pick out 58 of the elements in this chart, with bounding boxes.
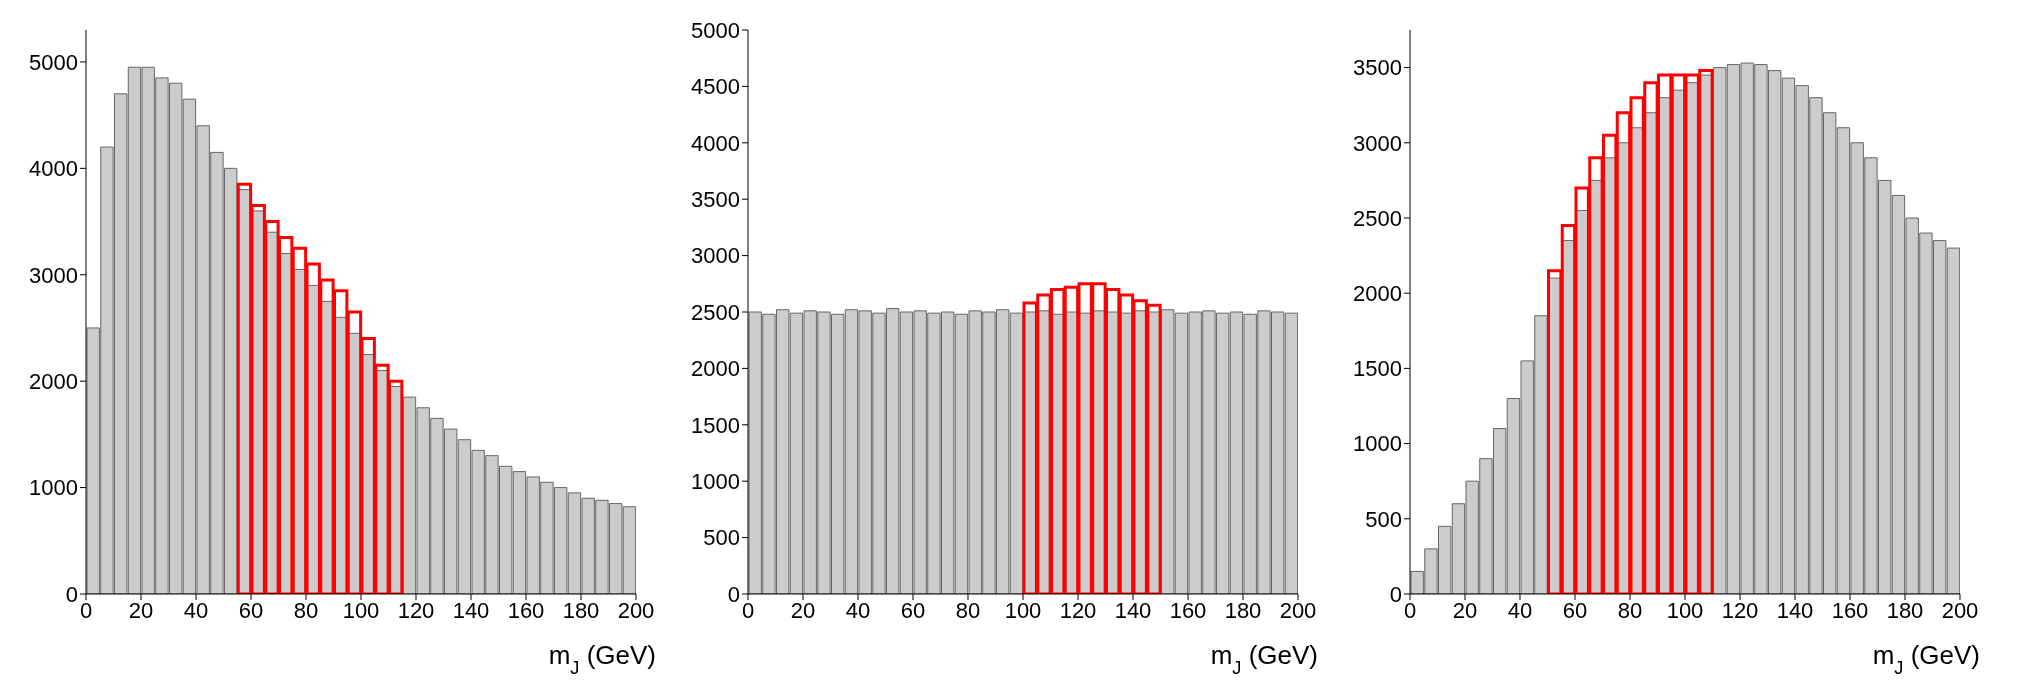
x-tick-label: 80 xyxy=(955,597,981,623)
y-tick-label: 1500 xyxy=(1353,356,1402,382)
y-tick-label: 2500 xyxy=(1353,205,1402,231)
x-tick-label: 120 xyxy=(1721,597,1759,623)
x-tick-label: 40 xyxy=(845,597,871,623)
x-tick-label: 140 xyxy=(1114,597,1152,623)
x-tick-label: 20 xyxy=(128,597,154,623)
y-tick-label: 4000 xyxy=(29,156,78,182)
x-tick-label: 60 xyxy=(1562,597,1588,623)
x-tick-label: 20 xyxy=(1452,597,1478,623)
y-tick-label: 3500 xyxy=(1353,55,1402,81)
y-tick-label: 5000 xyxy=(691,17,740,43)
y-tick-label: 500 xyxy=(703,525,740,551)
x-tick-label: 120 xyxy=(397,597,435,623)
y-tick-label: 1000 xyxy=(29,475,78,501)
x-tick-label: 100 xyxy=(1004,597,1042,623)
y-tick-label: 0 xyxy=(1389,581,1402,607)
y-tick-label: 3500 xyxy=(691,187,740,213)
y-tick-label: 4500 xyxy=(691,74,740,100)
x-tick-label: 180 xyxy=(1224,597,1262,623)
x-axis-title: m$_{J}$ (GeV) xyxy=(548,640,656,678)
x-tick-label: 140 xyxy=(452,597,490,623)
y-tick-label: 2000 xyxy=(691,356,740,382)
x-tick-label: 160 xyxy=(507,597,545,623)
y-tick-label: 500 xyxy=(1365,506,1402,532)
x-tick-label: 80 xyxy=(1617,597,1643,623)
y-tick-label: 1500 xyxy=(691,412,740,438)
x-tick-label: 180 xyxy=(562,597,600,623)
y-tick-label: 2000 xyxy=(1353,281,1402,307)
x-tick-label: 60 xyxy=(238,597,264,623)
x-tick-label: 180 xyxy=(1886,597,1924,623)
x-axis-title: m$_{J}$ (GeV) xyxy=(1210,640,1318,678)
x-tick-label: 120 xyxy=(1059,597,1097,623)
x-tick-label: 200 xyxy=(1279,597,1317,623)
y-tick-label: 5000 xyxy=(29,49,78,75)
x-tick-label: 20 xyxy=(790,597,816,623)
y-tick-label: 1000 xyxy=(691,469,740,495)
x-tick-label: 40 xyxy=(1507,597,1533,623)
x-tick-label: 160 xyxy=(1831,597,1869,623)
y-tick-label: 3000 xyxy=(29,262,78,288)
y-tick-label: 3000 xyxy=(691,243,740,269)
x-tick-label: 200 xyxy=(617,597,655,623)
x-axis-title: m$_{J}$ (GeV) xyxy=(1872,640,1980,678)
y-tick-label: 2000 xyxy=(29,368,78,394)
y-tick-label: 3000 xyxy=(1353,130,1402,156)
y-tick-label: 2500 xyxy=(691,299,740,325)
x-tick-label: 160 xyxy=(1169,597,1207,623)
x-tick-label: 60 xyxy=(900,597,926,623)
y-tick-label: 0 xyxy=(65,581,78,607)
y-tick-label: 1000 xyxy=(1353,431,1402,457)
y-tick-label: 4000 xyxy=(691,130,740,156)
y-tick-label: 0 xyxy=(727,581,740,607)
x-tick-label: 200 xyxy=(1941,597,1979,623)
x-tick-label: 100 xyxy=(342,597,380,623)
x-tick-label: 100 xyxy=(1666,597,1704,623)
x-tick-label: 80 xyxy=(293,597,319,623)
x-tick-label: 40 xyxy=(183,597,209,623)
x-tick-label: 140 xyxy=(1776,597,1814,623)
